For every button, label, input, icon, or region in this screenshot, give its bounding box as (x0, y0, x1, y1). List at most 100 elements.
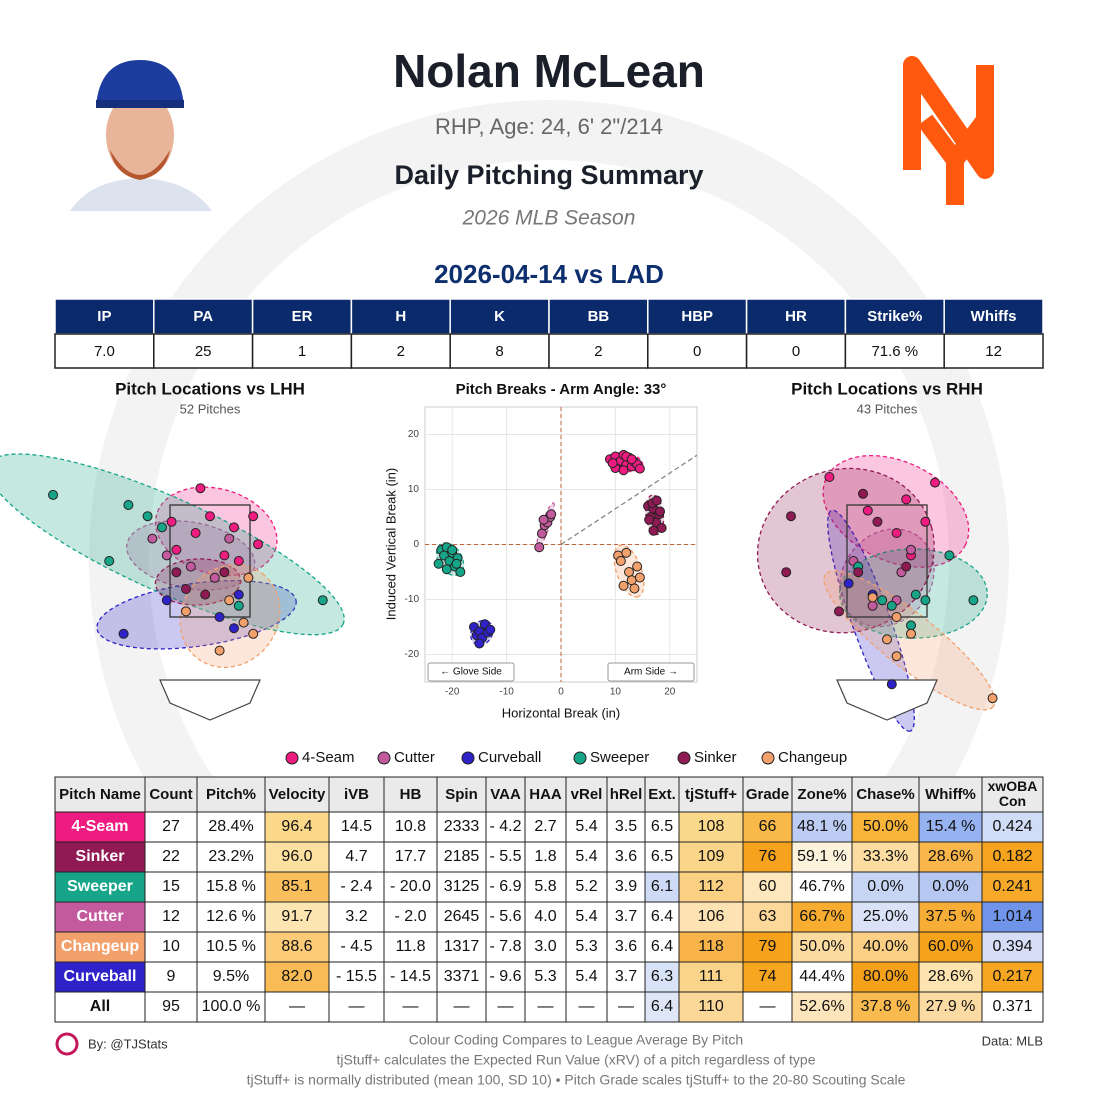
chart-title: Pitch Locations vs RHH (791, 379, 983, 398)
pitch-point (906, 544, 916, 555)
pitch-point (891, 612, 902, 622)
pitch-point (862, 505, 873, 516)
table-value: 0.241 (992, 878, 1032, 895)
table-cell (144, 871, 198, 903)
pitch-name: Curveball (64, 968, 137, 985)
table-value: 76 (759, 848, 777, 865)
table-cell (851, 991, 920, 1023)
table-value: 11.8 (396, 938, 426, 955)
pitch-point (171, 567, 182, 578)
table-value: 0.0% (867, 878, 903, 895)
y-axis-label: Induced Vertical Break (in) (383, 468, 398, 620)
confidence-ellipse (756, 467, 935, 634)
chart-subtitle: 43 Pitches (857, 401, 918, 416)
table-value: 48.1 % (797, 818, 847, 835)
table-header: Count (149, 786, 192, 803)
table-value: 2185 (444, 848, 480, 865)
table-cell (851, 841, 920, 873)
pitch-point (229, 522, 239, 533)
pitch-point (987, 693, 998, 704)
pitch-point (834, 606, 844, 617)
table-value: - 4.2 (489, 818, 521, 835)
table-value: 52.6% (799, 998, 844, 1015)
pitch-point (190, 528, 201, 538)
legend-swatch (461, 751, 475, 765)
pitch-point (157, 522, 167, 533)
table-value: 0.182 (992, 848, 1032, 865)
confidence-ellipse (827, 509, 915, 732)
table-cell (644, 811, 680, 843)
pitch-point (901, 561, 912, 572)
table-cell (644, 961, 680, 993)
table-value: 0.217 (992, 968, 1032, 985)
table-cell (678, 991, 744, 1023)
pitch-point (634, 572, 645, 583)
stat-header: K (494, 308, 505, 325)
table-value: 5.4 (575, 818, 597, 835)
pitch-point (891, 528, 902, 538)
pitch-point (248, 511, 259, 522)
table-value: 9.5% (213, 968, 249, 985)
pitch-point (205, 511, 215, 522)
pitch-name-cell (54, 901, 146, 933)
pitch-point (474, 638, 485, 649)
pitch-point (224, 595, 235, 606)
pitch-point (632, 561, 643, 572)
pitch-point (621, 547, 632, 558)
pitch-point (181, 584, 191, 594)
table-value: 22 (162, 848, 180, 865)
table-header: Pitch% (206, 786, 256, 803)
stat-value: 7.0 (94, 343, 115, 360)
pitch-point (930, 477, 940, 488)
table-value: 27.9 % (926, 998, 976, 1015)
table-value: 2.7 (534, 818, 556, 835)
stat-cell (943, 333, 1044, 369)
stat-value: 8 (495, 343, 503, 360)
table-cell (742, 961, 793, 993)
pitch-name: Changeup (61, 938, 139, 955)
pitch-point (123, 500, 134, 510)
table-value: 0.394 (992, 938, 1032, 955)
x-tick-label: -10 (499, 687, 514, 698)
table-header: Pitch Name (59, 786, 141, 803)
table-value: 3.7 (615, 968, 637, 985)
table-value: — (349, 998, 365, 1015)
table-value: 60.0% (928, 938, 973, 955)
table-value: 100.0 % (202, 998, 261, 1015)
table-header: Whiff% (925, 786, 976, 803)
stat-header-cell (647, 298, 748, 335)
legend-label: Changeup (778, 749, 847, 766)
pitch-point (485, 624, 496, 635)
table-value: 1.8 (534, 848, 556, 865)
table-cell (383, 871, 438, 903)
table-value: — (618, 998, 634, 1015)
table-cell (144, 811, 198, 843)
table-cell (606, 841, 646, 873)
table-value: 6.5 (651, 848, 673, 865)
pitch-point (243, 572, 254, 583)
pitch-point (607, 458, 618, 469)
chart-title: Pitch Breaks - Arm Angle: 33° (456, 381, 667, 398)
pitch-point (233, 600, 244, 611)
table-header: xwOBA Con (988, 778, 1038, 809)
table-cell (485, 871, 526, 903)
table-cell (144, 901, 198, 933)
table-header: tjStuff+ (685, 786, 737, 803)
table-value: — (760, 998, 776, 1015)
pitch-point (181, 606, 191, 617)
table-value: 106 (698, 908, 725, 925)
table-value: 10.5 % (206, 938, 256, 955)
season: 2026 MLB Season (462, 207, 636, 230)
table-cell (742, 901, 793, 933)
table-header-cell (918, 776, 983, 813)
pitch-point (867, 600, 878, 611)
table-value: - 15.5 (336, 968, 377, 985)
table-header: Grade (746, 786, 789, 803)
stat-value: 1 (298, 343, 306, 360)
player-bio: RHP, Age: 24, 6' 2"/214 (435, 114, 663, 139)
table-cell (918, 991, 983, 1023)
pitch-point (104, 556, 115, 566)
table-header: Zone% (797, 786, 846, 803)
table-header-cell (742, 776, 793, 813)
table-header-cell (851, 776, 920, 813)
